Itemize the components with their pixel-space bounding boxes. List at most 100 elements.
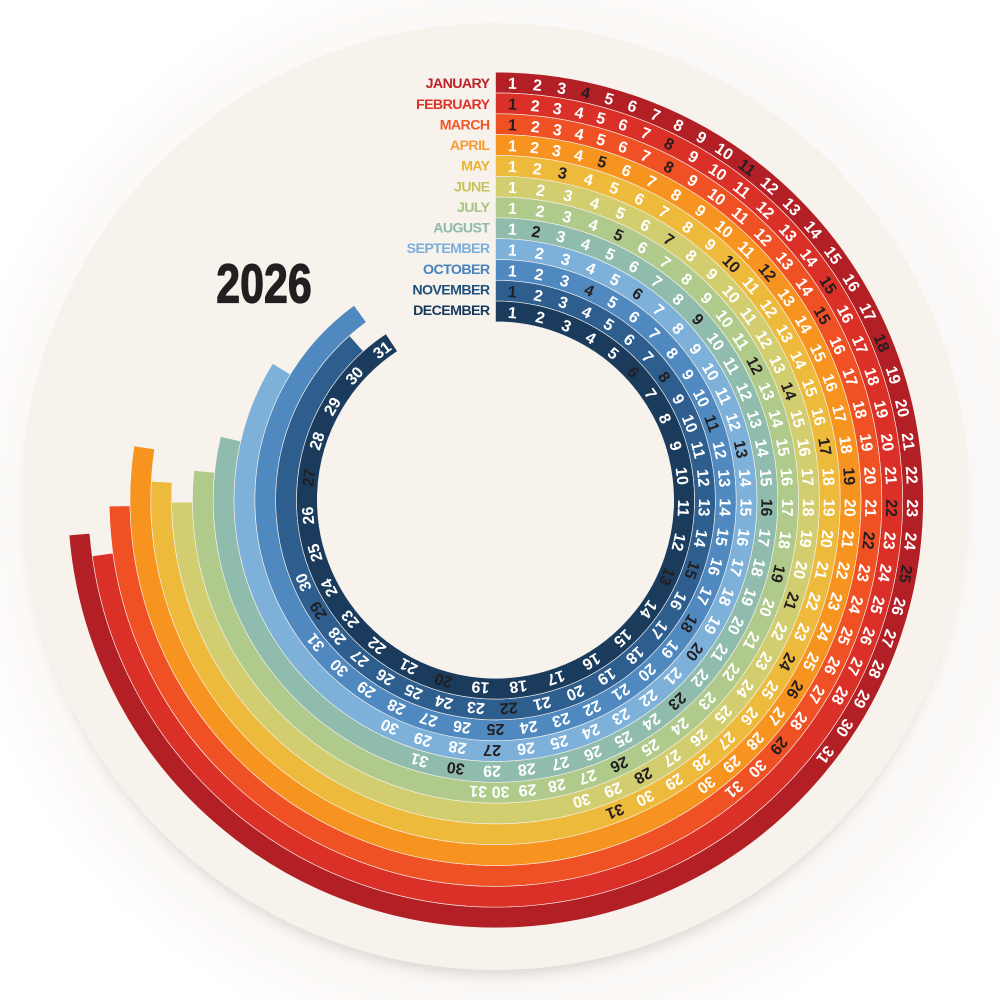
svg-text:14: 14 — [715, 498, 733, 516]
svg-text:20: 20 — [860, 466, 878, 485]
svg-text:11: 11 — [687, 440, 708, 461]
svg-text:12: 12 — [668, 531, 689, 552]
svg-text:17: 17 — [797, 468, 815, 487]
svg-text:24: 24 — [433, 691, 455, 712]
svg-text:1: 1 — [507, 242, 517, 260]
svg-text:16: 16 — [757, 498, 774, 516]
svg-text:25: 25 — [487, 720, 505, 737]
svg-text:19: 19 — [594, 664, 618, 688]
svg-text:11: 11 — [736, 305, 760, 329]
svg-text:21: 21 — [881, 466, 899, 485]
svg-text:13: 13 — [694, 498, 712, 517]
svg-text:3: 3 — [556, 165, 568, 183]
svg-text:16: 16 — [704, 556, 725, 578]
svg-text:15: 15 — [810, 304, 834, 328]
svg-text:14: 14 — [735, 468, 754, 487]
svg-text:22: 22 — [832, 560, 852, 581]
svg-text:17: 17 — [848, 334, 871, 357]
svg-text:4: 4 — [579, 85, 591, 104]
svg-text:2: 2 — [530, 98, 541, 116]
svg-text:2: 2 — [530, 119, 541, 137]
svg-text:16: 16 — [793, 437, 813, 457]
svg-text:18: 18 — [818, 467, 836, 486]
svg-text:25: 25 — [402, 680, 425, 703]
svg-text:DECEMBER: DECEMBER — [413, 303, 490, 319]
svg-text:16: 16 — [579, 649, 603, 673]
svg-text:14: 14 — [690, 528, 710, 549]
svg-text:10: 10 — [678, 412, 700, 435]
svg-text:13: 13 — [765, 353, 788, 376]
svg-text:24: 24 — [775, 649, 799, 673]
svg-text:19: 19 — [767, 563, 788, 585]
svg-text:17: 17 — [725, 556, 746, 578]
svg-text:10: 10 — [672, 466, 691, 486]
svg-text:26: 26 — [300, 506, 318, 525]
svg-text:18: 18 — [860, 366, 882, 388]
svg-text:16: 16 — [732, 527, 751, 547]
svg-text:1: 1 — [507, 201, 517, 218]
svg-text:18: 18 — [799, 499, 816, 517]
svg-text:17: 17 — [544, 666, 566, 688]
svg-text:29: 29 — [321, 395, 345, 419]
svg-text:11: 11 — [728, 330, 752, 354]
svg-text:11: 11 — [719, 355, 742, 378]
svg-text:18: 18 — [835, 435, 855, 455]
svg-text:21: 21 — [531, 692, 552, 713]
svg-text:26: 26 — [581, 741, 604, 763]
svg-text:21: 21 — [898, 432, 917, 452]
svg-text:12: 12 — [751, 328, 775, 352]
svg-text:22: 22 — [902, 466, 920, 485]
svg-text:23: 23 — [609, 704, 633, 728]
svg-text:24: 24 — [318, 575, 341, 599]
svg-text:15: 15 — [736, 498, 754, 516]
svg-text:3: 3 — [556, 80, 568, 98]
svg-text:1: 1 — [508, 180, 518, 197]
svg-text:16: 16 — [807, 406, 828, 428]
svg-text:27: 27 — [877, 627, 899, 650]
svg-text:FEBRUARY: FEBRUARY — [416, 97, 491, 113]
svg-text:25: 25 — [799, 649, 822, 673]
svg-text:AUGUST: AUGUST — [433, 221, 490, 237]
svg-text:27: 27 — [804, 682, 828, 706]
svg-text:14: 14 — [791, 313, 815, 337]
svg-text:18: 18 — [774, 530, 793, 550]
svg-text:14: 14 — [786, 349, 809, 372]
svg-text:29: 29 — [601, 778, 624, 800]
svg-text:18: 18 — [848, 399, 869, 420]
svg-text:16: 16 — [839, 271, 863, 295]
svg-text:11: 11 — [711, 385, 734, 408]
svg-text:1: 1 — [507, 221, 517, 239]
svg-text:20: 20 — [433, 669, 455, 690]
svg-text:15: 15 — [680, 559, 702, 582]
svg-text:OCTOBER: OCTOBER — [423, 262, 490, 278]
svg-text:22: 22 — [882, 499, 899, 517]
svg-text:26: 26 — [856, 625, 878, 648]
svg-text:12: 12 — [732, 381, 755, 404]
svg-text:25: 25 — [866, 594, 887, 616]
svg-text:18: 18 — [747, 557, 768, 579]
svg-text:21: 21 — [861, 499, 878, 517]
svg-text:14: 14 — [751, 438, 771, 459]
svg-text:1: 1 — [508, 138, 518, 155]
svg-text:20: 20 — [840, 499, 857, 517]
svg-text:13: 13 — [743, 409, 765, 431]
svg-text:13: 13 — [655, 565, 678, 588]
svg-text:31: 31 — [603, 800, 626, 822]
svg-text:23: 23 — [751, 649, 775, 673]
svg-text:17: 17 — [778, 499, 795, 517]
svg-text:1: 1 — [508, 76, 518, 93]
svg-text:2: 2 — [534, 309, 547, 328]
svg-text:16: 16 — [825, 334, 848, 357]
svg-text:15: 15 — [711, 527, 731, 547]
svg-text:28: 28 — [827, 683, 851, 707]
svg-text:15: 15 — [815, 273, 839, 297]
svg-text:20: 20 — [816, 529, 835, 549]
svg-text:13: 13 — [730, 439, 750, 460]
svg-text:22: 22 — [580, 696, 603, 719]
svg-text:30: 30 — [378, 715, 401, 738]
svg-text:1: 1 — [507, 305, 517, 323]
svg-text:19: 19 — [471, 677, 490, 695]
svg-text:30: 30 — [293, 570, 316, 593]
svg-text:29: 29 — [518, 780, 538, 799]
svg-text:11: 11 — [735, 156, 759, 180]
